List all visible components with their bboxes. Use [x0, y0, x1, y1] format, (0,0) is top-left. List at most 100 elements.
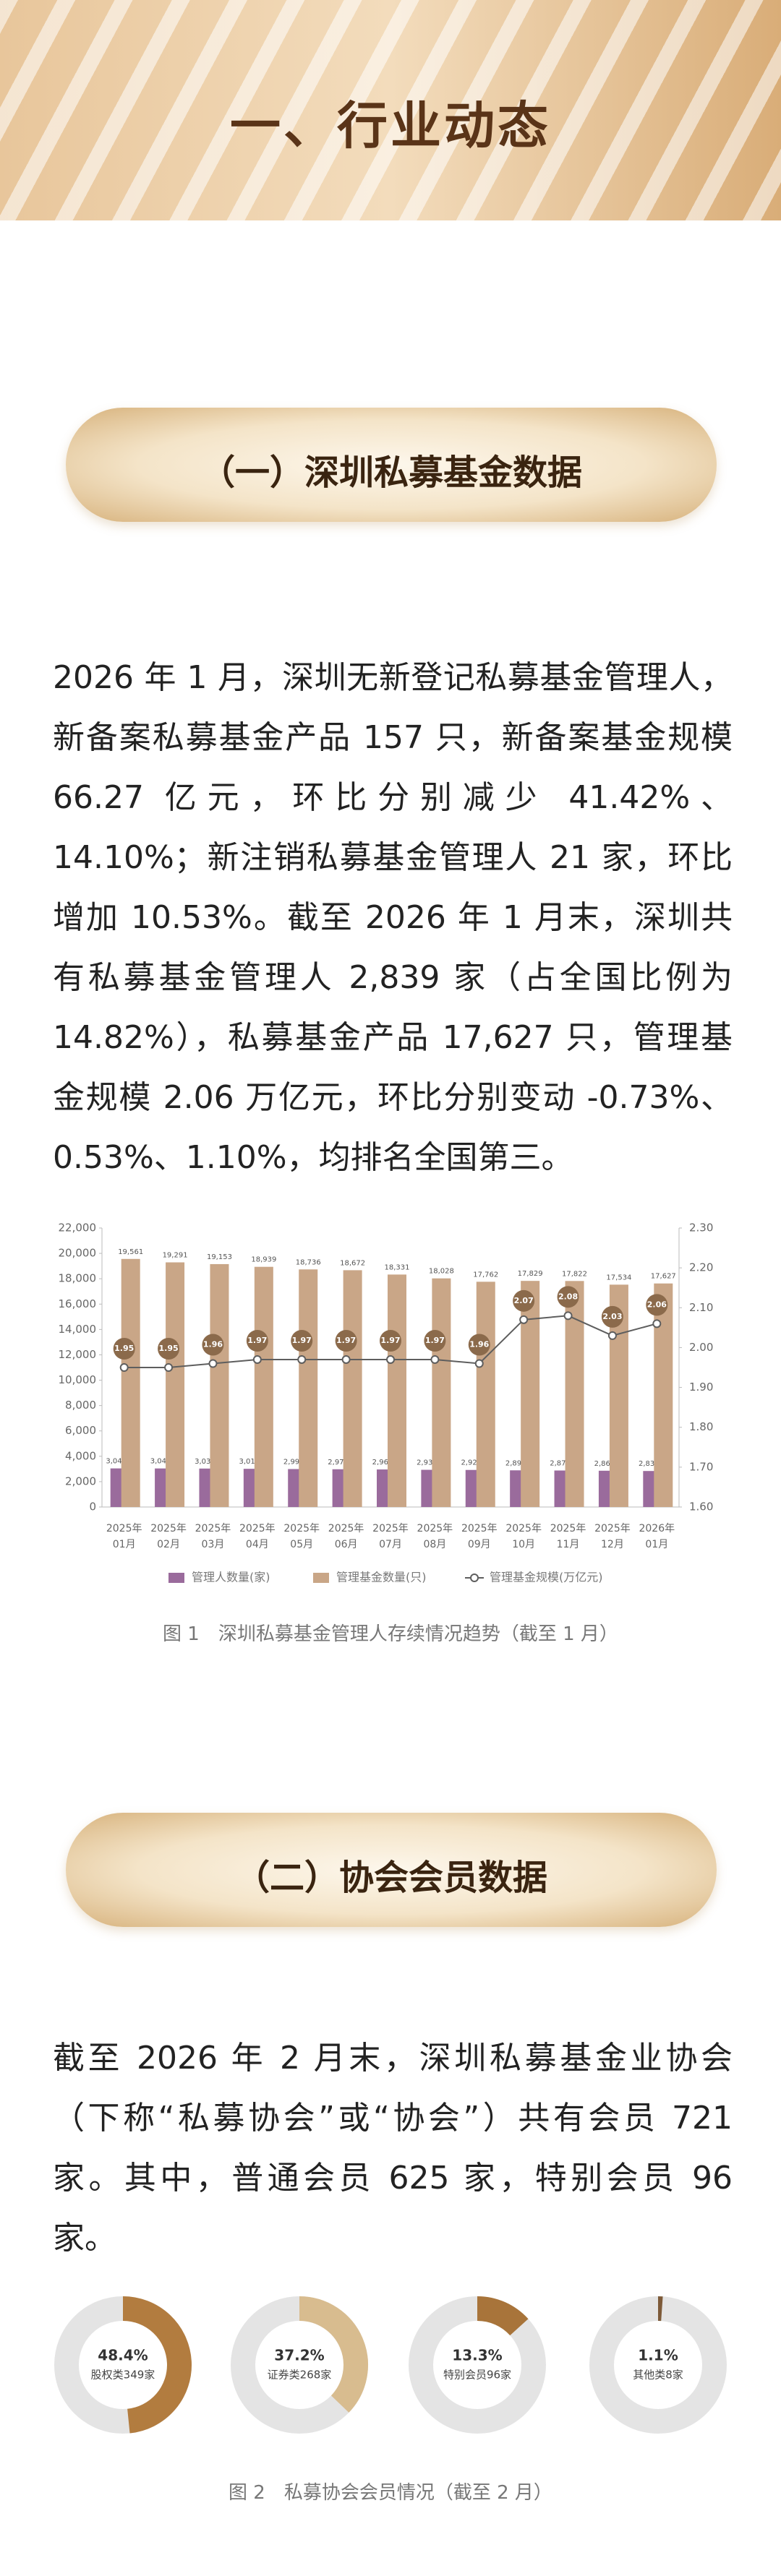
line-marker [386, 1354, 395, 1364]
bar [421, 1469, 433, 1507]
x-tick-label: 2025年 08月 [417, 1523, 453, 1550]
bar [510, 1470, 522, 1507]
legend-swatch [470, 1573, 479, 1582]
data-label: 17,762 [473, 1271, 498, 1279]
label-badge [513, 1289, 535, 1312]
data-label: 1.97 [336, 1336, 356, 1345]
label-badge [468, 1334, 490, 1356]
label-badge [291, 1329, 313, 1352]
bar [643, 1471, 655, 1507]
y2-tick-label: 1.60 [689, 1500, 713, 1514]
section-pill: （一）深圳私募基金数据 [66, 408, 717, 522]
data-label: 2.07 [514, 1296, 534, 1305]
data-label: 17,829 [518, 1270, 543, 1278]
data-label: 1.96 [203, 1339, 223, 1349]
data-label: 1.97 [425, 1336, 445, 1345]
y-tick-label: 6,000 [65, 1424, 96, 1437]
x-tick-label: 2025年 01月 [106, 1523, 142, 1550]
bar [343, 1270, 362, 1507]
label-badge [335, 1329, 357, 1352]
data-label: 1.97 [247, 1336, 267, 1345]
y-tick-label: 18,000 [59, 1272, 97, 1285]
paragraph: 截至 2026 年 2 月末，深圳私募基金业协会（下称“私募协会”或“协会”）共… [53, 2040, 733, 2257]
data-label: 2,961 [372, 1459, 393, 1467]
label-badge [646, 1294, 668, 1316]
legend-label: 管理人数量(家) [192, 1571, 270, 1584]
data-label: 17,822 [562, 1270, 587, 1278]
section-title: （二）协会会员数据 [234, 1858, 547, 1898]
data-label: 2,839 [639, 1460, 660, 1468]
x-tick-label: 2025年 09月 [461, 1523, 498, 1550]
donut-label: 特别会员96家 [443, 2369, 511, 2382]
label-badge [380, 1329, 401, 1352]
line-marker [341, 1354, 351, 1364]
data-label: 18,672 [340, 1259, 365, 1267]
figure-caption: 图 1 深圳私募基金管理人存续情况趋势（截至 1 月） [163, 1623, 618, 1645]
donut-label: 证券类268家 [268, 2369, 332, 2382]
label-badge [113, 1338, 135, 1360]
section-pill: （二）协会会员数据 [66, 1813, 717, 1927]
bar [432, 1278, 451, 1507]
y2-tick-label: 2.00 [689, 1341, 713, 1354]
x-tick-label: 2025年 04月 [239, 1523, 276, 1550]
data-label: 18,331 [385, 1263, 410, 1271]
data-label: 2,993 [283, 1458, 304, 1466]
data-label: 3,032 [195, 1458, 215, 1466]
x-tick-label: 2025年 12月 [594, 1523, 631, 1550]
data-label: 17,534 [606, 1274, 631, 1281]
line-marker [474, 1359, 484, 1368]
bar [299, 1269, 318, 1507]
donut-value: 48.4% [98, 2347, 148, 2364]
y-tick-label: 22,000 [59, 1222, 97, 1235]
label-badge [246, 1329, 268, 1352]
data-label: 19,291 [163, 1252, 188, 1260]
data-label: 2.03 [602, 1312, 622, 1321]
donut-value: 13.3% [452, 2347, 502, 2364]
data-label: 1.95 [114, 1344, 134, 1353]
data-label: 19,153 [207, 1253, 232, 1261]
donut-arc [299, 2296, 368, 2413]
data-label: 2,977 [328, 1459, 349, 1467]
y-tick-label: 14,000 [59, 1323, 97, 1336]
data-label: 3,012 [239, 1458, 260, 1466]
data-label: 2,860 [594, 1460, 615, 1468]
donut-label: 股权类349家 [91, 2369, 155, 2382]
x-tick-label: 2025年 10月 [505, 1523, 542, 1550]
header-title: 一、行业动态 [230, 96, 551, 155]
data-label: 1.97 [292, 1336, 312, 1345]
bar [521, 1281, 540, 1507]
bar [110, 1468, 122, 1507]
y-tick-label: 4,000 [65, 1449, 96, 1462]
data-label: 2,878 [550, 1460, 571, 1468]
figure-caption: 图 2 私募协会会员情况（截至 2 月） [229, 2482, 552, 2504]
bar [288, 1469, 300, 1507]
donut-value: 1.1% [638, 2347, 678, 2364]
donut-value: 37.2% [274, 2347, 324, 2364]
line-marker [164, 1363, 174, 1372]
y-tick-label: 20,000 [59, 1247, 97, 1260]
x-tick-label: 2026年 01月 [639, 1523, 675, 1550]
data-label: 18,939 [251, 1256, 276, 1264]
data-label: 2.08 [558, 1292, 578, 1301]
y-tick-label: 10,000 [59, 1373, 97, 1386]
bar [243, 1469, 255, 1507]
bar [166, 1262, 185, 1507]
data-label: 17,627 [651, 1273, 676, 1281]
data-label: 2,892 [505, 1459, 526, 1467]
header-banner: 一、行业动态 [0, 0, 781, 220]
bar [121, 1258, 140, 1507]
x-tick-label: 2025年 07月 [372, 1523, 409, 1550]
y-tick-label: 8,000 [65, 1399, 96, 1412]
y-tick-label: 0 [89, 1500, 96, 1514]
bar [377, 1469, 388, 1507]
donut-label: 其他类8家 [633, 2369, 683, 2382]
legend-label: 管理基金规模(万亿元) [490, 1571, 603, 1584]
legend-swatch [168, 1573, 184, 1583]
line-marker [652, 1319, 662, 1328]
legend-label: 管理基金数量(只) [336, 1571, 427, 1584]
label-badge [601, 1305, 623, 1328]
y2-tick-label: 1.80 [689, 1420, 713, 1433]
line-marker [607, 1331, 617, 1340]
